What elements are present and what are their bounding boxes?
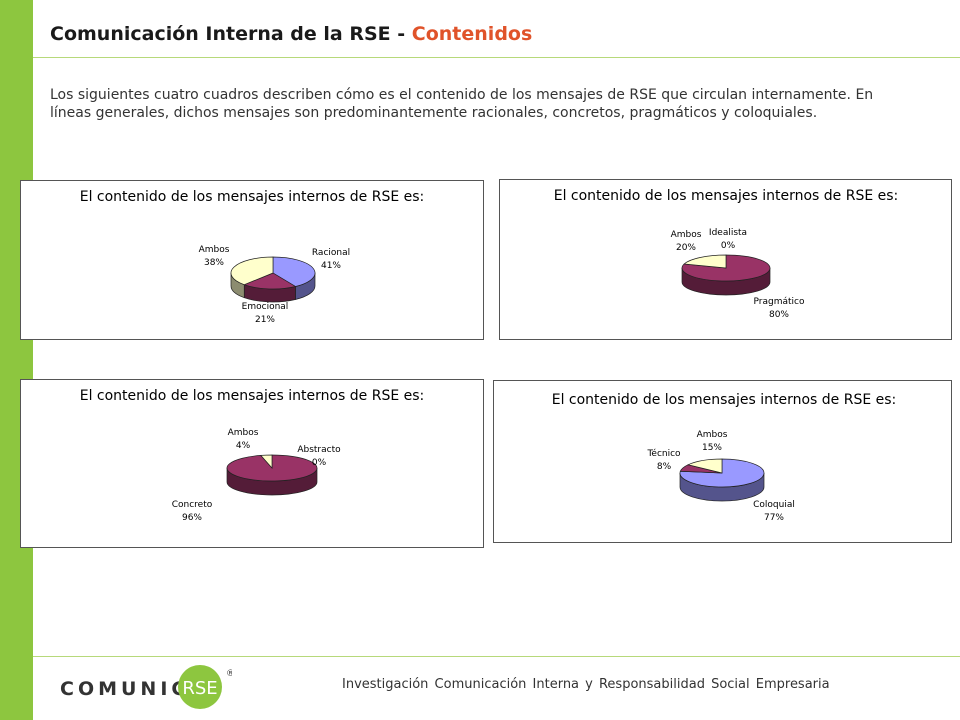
slice-value: 41%: [321, 261, 341, 271]
slice-label: Concreto: [172, 500, 213, 510]
chart-title: El contenido de los mensajes internos de…: [554, 188, 899, 204]
chart-svg: El contenido de los mensajes internos de…: [80, 388, 425, 523]
chart-svg: El contenido de los mensajes internos de…: [554, 188, 899, 320]
pie-top: [681, 254, 771, 282]
side-accent-bar: [0, 0, 33, 720]
slice-label: Ambos: [671, 230, 702, 240]
slice-label: Pragmático: [754, 297, 805, 307]
slice-label: Coloquial: [753, 500, 795, 510]
comunica-rse-logo: COMUNICA RSE ®: [60, 664, 235, 710]
slice-value: 80%: [769, 310, 789, 320]
slice-label: Ambos: [199, 245, 230, 255]
pie-slice-coloquial: [679, 458, 765, 488]
slice-label: Ambos: [697, 430, 728, 440]
pie-slice-ambos: [260, 454, 273, 469]
slice-value: 96%: [182, 513, 202, 523]
pie-top: [230, 256, 316, 290]
slice-value: 15%: [702, 443, 722, 453]
pie-depth: [230, 272, 316, 303]
pie-top: [226, 454, 318, 482]
slice-label: Técnico: [646, 448, 681, 459]
chart-title: El contenido de los mensajes internos de…: [80, 388, 425, 404]
slice-label: Racional: [312, 248, 350, 258]
pie-top: [679, 458, 765, 488]
slice-label: Emocional: [242, 302, 289, 312]
logo-wordmark: COMUNICA: [60, 678, 208, 700]
pie-slice-emocional: [243, 272, 297, 290]
chart-abstracto-concreto: El contenido de los mensajes internos de…: [20, 379, 484, 548]
slice-value: 0%: [312, 458, 327, 468]
chart-title: El contenido de los mensajes internos de…: [552, 392, 897, 408]
chart-svg: El contenido de los mensajes internos de…: [80, 189, 425, 325]
logo-circle: [178, 665, 222, 709]
registered-mark: ®: [226, 669, 232, 679]
logo-circle-text: RSE: [182, 678, 217, 699]
chart-racional-emocional: El contenido de los mensajes internos de…: [20, 180, 484, 340]
slice-value: 4%: [236, 441, 251, 451]
footer-tagline: Investigación Comunicación Interna y Res…: [342, 677, 830, 692]
chart-idealista-pragmatico: El contenido de los mensajes internos de…: [499, 179, 952, 340]
pie-slice-ambos: [230, 256, 274, 286]
title-main: Comunicación Interna de la RSE -: [50, 23, 412, 45]
footer-divider: [33, 656, 960, 657]
pie-slice-ambos: [683, 254, 727, 269]
slice-value: 20%: [676, 243, 696, 253]
slice-label: Abstracto: [297, 445, 341, 455]
slice-value: 8%: [657, 462, 672, 472]
pie-slice-ambos: [686, 458, 723, 474]
chart-coloquial-tecnico: El contenido de los mensajes internos de…: [493, 380, 952, 543]
logo-svg: COMUNICA RSE ®: [60, 665, 235, 709]
slice-value: 0%: [721, 241, 736, 251]
header-divider: [33, 57, 960, 58]
title-accent: Contenidos: [411, 23, 533, 45]
slice-value: 77%: [764, 513, 784, 523]
chart-svg: El contenido de los mensajes internos de…: [552, 392, 897, 523]
slice-value: 21%: [255, 315, 275, 325]
slice-value: 38%: [204, 258, 224, 268]
slice-label: Idealista: [709, 228, 747, 238]
chart-title: El contenido de los mensajes internos de…: [80, 189, 425, 205]
slice-label: Ambos: [228, 428, 259, 438]
page-title: Comunicación Interna de la RSE - Conteni…: [50, 23, 532, 45]
intro-paragraph: Los siguientes cuatro cuadros describen …: [50, 87, 874, 121]
